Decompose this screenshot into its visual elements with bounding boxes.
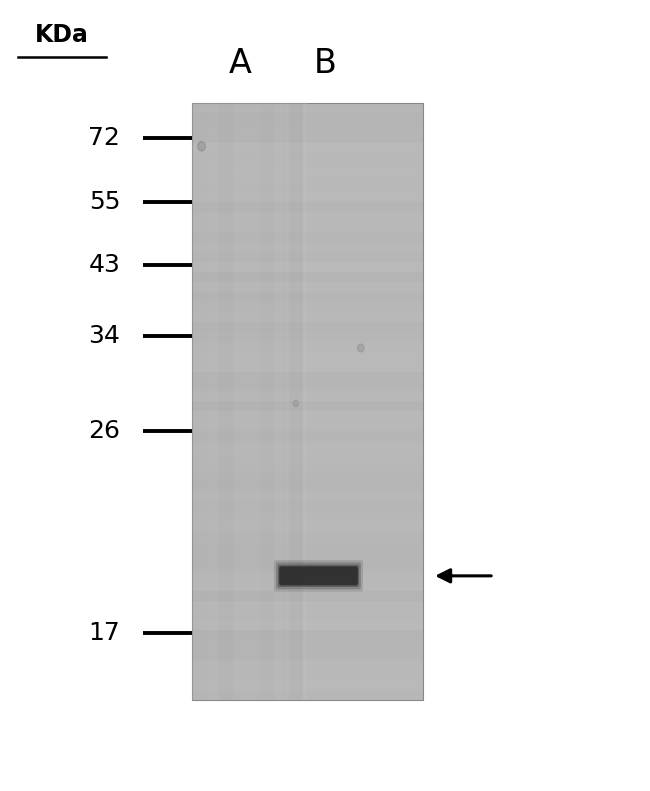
Bar <box>192 411 422 422</box>
Bar <box>192 192 422 202</box>
Bar <box>192 103 205 700</box>
Text: 55: 55 <box>89 190 120 214</box>
Bar <box>192 183 422 192</box>
Bar <box>192 641 422 650</box>
Bar <box>192 422 422 431</box>
Bar <box>192 690 422 700</box>
Bar <box>192 591 422 600</box>
Bar <box>192 650 422 660</box>
Bar <box>192 441 422 451</box>
FancyBboxPatch shape <box>274 560 363 592</box>
Bar <box>192 352 422 361</box>
Bar <box>192 611 422 620</box>
Bar <box>192 481 422 491</box>
Bar <box>220 103 233 700</box>
Bar <box>192 561 422 570</box>
Bar <box>192 302 422 312</box>
Bar <box>192 103 422 113</box>
Bar <box>192 570 422 581</box>
Bar <box>233 103 247 700</box>
Bar <box>192 630 422 641</box>
FancyBboxPatch shape <box>276 562 361 589</box>
Bar <box>192 252 422 262</box>
Bar <box>192 531 422 541</box>
Bar <box>192 461 422 471</box>
Bar <box>192 103 422 700</box>
Text: 72: 72 <box>88 127 120 150</box>
Bar <box>192 372 422 381</box>
Bar <box>192 172 422 183</box>
Circle shape <box>293 400 298 407</box>
Bar <box>192 511 422 521</box>
Bar <box>192 381 422 392</box>
FancyBboxPatch shape <box>278 565 359 587</box>
Bar <box>192 292 422 302</box>
Bar <box>192 501 422 511</box>
Bar <box>192 103 307 700</box>
Bar <box>205 103 220 700</box>
Text: KDa: KDa <box>35 24 88 47</box>
Bar <box>192 392 422 401</box>
Bar <box>192 670 422 680</box>
Circle shape <box>198 142 205 151</box>
Bar <box>192 312 422 322</box>
Bar <box>192 680 422 690</box>
Bar <box>192 133 422 142</box>
Bar <box>192 551 422 561</box>
Text: 17: 17 <box>88 621 120 645</box>
Text: 43: 43 <box>88 253 120 277</box>
Bar <box>192 262 422 272</box>
Text: 26: 26 <box>88 419 120 443</box>
Bar <box>247 103 261 700</box>
Bar <box>192 361 422 372</box>
Bar <box>192 541 422 551</box>
Bar <box>192 342 422 352</box>
Bar <box>192 212 422 222</box>
Bar <box>192 123 422 133</box>
Bar <box>192 451 422 461</box>
Bar <box>289 103 302 700</box>
Bar <box>192 242 422 252</box>
Bar <box>192 272 422 282</box>
Bar <box>192 520 422 531</box>
Text: B: B <box>313 47 337 80</box>
Bar <box>192 153 422 163</box>
FancyBboxPatch shape <box>280 566 358 585</box>
Bar <box>192 660 422 670</box>
Bar <box>192 491 422 501</box>
Bar <box>192 620 422 630</box>
Bar <box>192 600 422 611</box>
Bar <box>192 142 422 153</box>
Bar <box>192 431 422 441</box>
Bar <box>192 581 422 591</box>
Bar <box>275 103 289 700</box>
Bar <box>192 113 422 123</box>
Bar <box>192 202 422 212</box>
Bar <box>192 322 422 331</box>
Text: A: A <box>229 47 252 80</box>
Bar <box>192 222 422 233</box>
Bar <box>192 233 422 242</box>
Bar <box>192 163 422 172</box>
Text: 34: 34 <box>88 324 120 348</box>
Bar <box>192 471 422 481</box>
Bar <box>192 401 422 411</box>
Bar <box>192 282 422 292</box>
Bar <box>261 103 275 700</box>
Circle shape <box>358 344 364 352</box>
Bar <box>192 331 422 342</box>
